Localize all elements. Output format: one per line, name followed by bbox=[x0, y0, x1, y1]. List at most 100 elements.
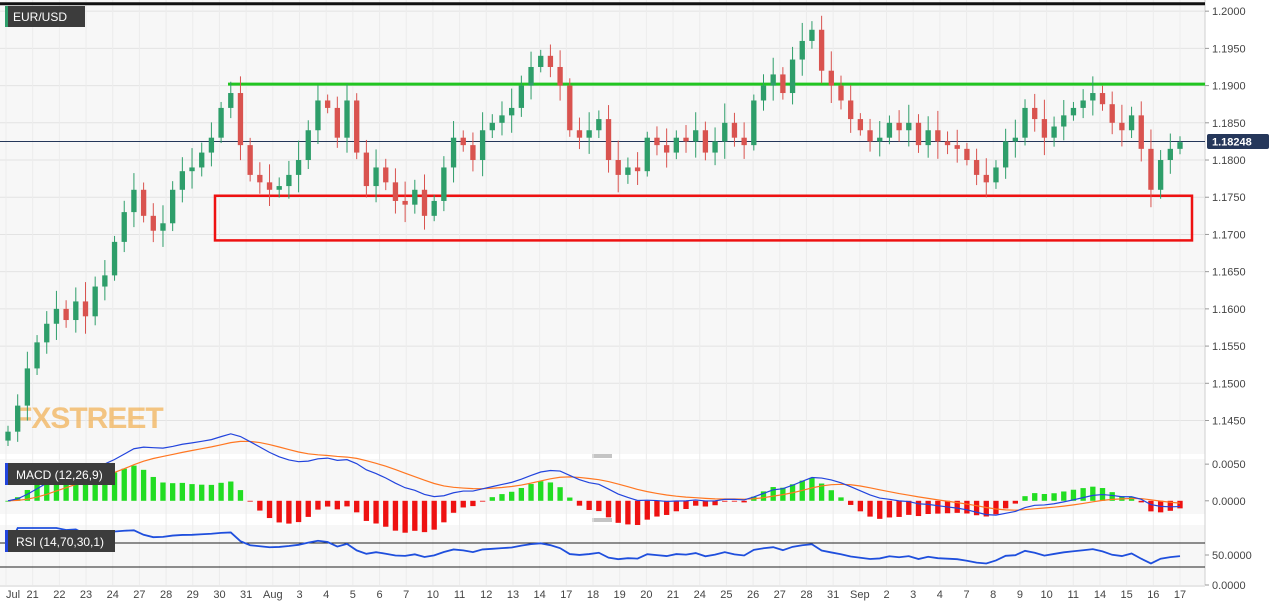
x-tick-label: 14 bbox=[534, 589, 546, 601]
candle bbox=[1099, 85, 1106, 111]
candle bbox=[392, 168, 399, 214]
candle bbox=[722, 103, 728, 159]
macd-histogram-bar bbox=[276, 500, 282, 523]
symbol-title: EUR/USD bbox=[13, 10, 67, 24]
candle bbox=[780, 67, 786, 100]
macd-histogram-bar bbox=[1109, 492, 1115, 501]
x-tick-label: 18 bbox=[587, 589, 599, 601]
candle bbox=[450, 121, 457, 183]
macd-histogram-bar bbox=[993, 500, 999, 515]
macd-histogram-bar bbox=[954, 500, 960, 513]
x-tick-label: Aug bbox=[263, 589, 283, 601]
candle bbox=[663, 128, 670, 168]
candle bbox=[547, 44, 554, 78]
macd-histogram-bar bbox=[63, 472, 69, 501]
macd-histogram-bar bbox=[324, 500, 331, 507]
x-tick-label: 29 bbox=[187, 589, 199, 601]
candle bbox=[983, 158, 989, 198]
x-tick-label: 9 bbox=[1017, 589, 1023, 601]
candle bbox=[1138, 101, 1144, 162]
macd-histogram-bar bbox=[189, 484, 195, 501]
x-tick-label: 15 bbox=[1121, 589, 1133, 601]
candle bbox=[1051, 116, 1057, 147]
macd-histogram-bar bbox=[44, 476, 50, 501]
macd-histogram-bar bbox=[983, 500, 989, 517]
macd-histogram-bar bbox=[354, 500, 360, 513]
x-tick-label: 11 bbox=[1068, 589, 1079, 601]
y-tick-label: 1.1500 bbox=[1212, 378, 1246, 390]
x-tick-label: 3 bbox=[296, 589, 302, 601]
macd-histogram-bar bbox=[450, 500, 457, 513]
macd-histogram-bar bbox=[34, 482, 40, 501]
candle bbox=[615, 140, 621, 193]
candle bbox=[92, 276, 98, 326]
x-tick-label: 25 bbox=[720, 589, 732, 601]
candle bbox=[828, 51, 834, 104]
macd-histogram-bar bbox=[1051, 493, 1057, 501]
candle bbox=[237, 76, 244, 161]
macd-histogram-bar bbox=[363, 500, 370, 521]
macd-histogram-bar bbox=[741, 500, 747, 503]
macd-histogram-bar bbox=[683, 500, 689, 510]
macd-histogram-bar bbox=[867, 500, 873, 517]
candle bbox=[625, 157, 631, 184]
macd-histogram-bar bbox=[1041, 494, 1048, 501]
x-tick-label: 21 bbox=[27, 589, 39, 601]
macd-histogram-bar bbox=[431, 500, 437, 530]
y-tick-label: 1.1750 bbox=[1212, 192, 1246, 204]
candle bbox=[1157, 150, 1164, 199]
x-tick-label: 28 bbox=[160, 589, 172, 601]
watermark-logo: FXSTREET bbox=[14, 402, 163, 435]
panel-splitter-1[interactable] bbox=[592, 454, 612, 458]
macd-histogram-bar bbox=[1032, 493, 1038, 501]
macd-histogram-bar bbox=[567, 497, 573, 501]
candle bbox=[576, 117, 583, 150]
candle bbox=[1022, 99, 1028, 146]
macd-histogram-bar bbox=[257, 500, 263, 511]
candle bbox=[1032, 93, 1038, 132]
x-tick-label: Jul bbox=[6, 589, 20, 601]
candle bbox=[121, 200, 127, 253]
candle bbox=[24, 351, 31, 421]
macd-histogram-bar bbox=[237, 490, 244, 501]
candle bbox=[896, 110, 902, 142]
candle bbox=[809, 21, 815, 49]
candle bbox=[567, 78, 573, 137]
candle bbox=[286, 160, 292, 199]
macd-histogram-bar bbox=[702, 500, 709, 507]
candle bbox=[53, 290, 60, 340]
x-tick-label: 31 bbox=[827, 589, 839, 601]
macd-histogram-bar bbox=[693, 500, 699, 506]
x-tick-label: 8 bbox=[990, 589, 996, 601]
x-tick-label: 10 bbox=[1040, 589, 1052, 601]
candle bbox=[402, 181, 408, 223]
candle bbox=[751, 94, 757, 151]
macd-histogram-bar bbox=[228, 481, 234, 501]
candle bbox=[334, 96, 340, 148]
macd-histogram-bar bbox=[1002, 500, 1009, 509]
x-tick-label: 7 bbox=[963, 589, 969, 601]
macd-line bbox=[7, 433, 1181, 516]
candle bbox=[160, 205, 166, 247]
candle bbox=[1080, 89, 1086, 119]
macd-histogram-bar bbox=[605, 500, 612, 518]
candle bbox=[925, 116, 931, 158]
macd-label[interactable]: MACD (12,26,9) bbox=[5, 463, 115, 485]
x-tick-label: 10 bbox=[427, 589, 439, 601]
macd-histogram-bar bbox=[1022, 496, 1028, 501]
macd-histogram-bar bbox=[625, 500, 631, 525]
candle bbox=[150, 203, 156, 243]
macd-histogram-bar bbox=[644, 500, 650, 520]
macd-histogram-bar bbox=[169, 483, 176, 501]
candle bbox=[954, 129, 960, 163]
panel-splitter-2[interactable] bbox=[592, 518, 612, 522]
symbol-label[interactable]: EUR/USD bbox=[5, 6, 85, 27]
macd-histogram-bar bbox=[92, 474, 98, 501]
rsi-label[interactable]: RSI (14,70,30,1) bbox=[5, 530, 115, 552]
macd-histogram-bar bbox=[121, 468, 127, 501]
macd-histogram-bar bbox=[518, 487, 525, 501]
candle bbox=[421, 174, 428, 230]
macd-histogram-bar bbox=[344, 500, 350, 507]
macd-histogram-bar bbox=[1138, 500, 1144, 503]
x-tick-label: Sep bbox=[850, 589, 870, 601]
